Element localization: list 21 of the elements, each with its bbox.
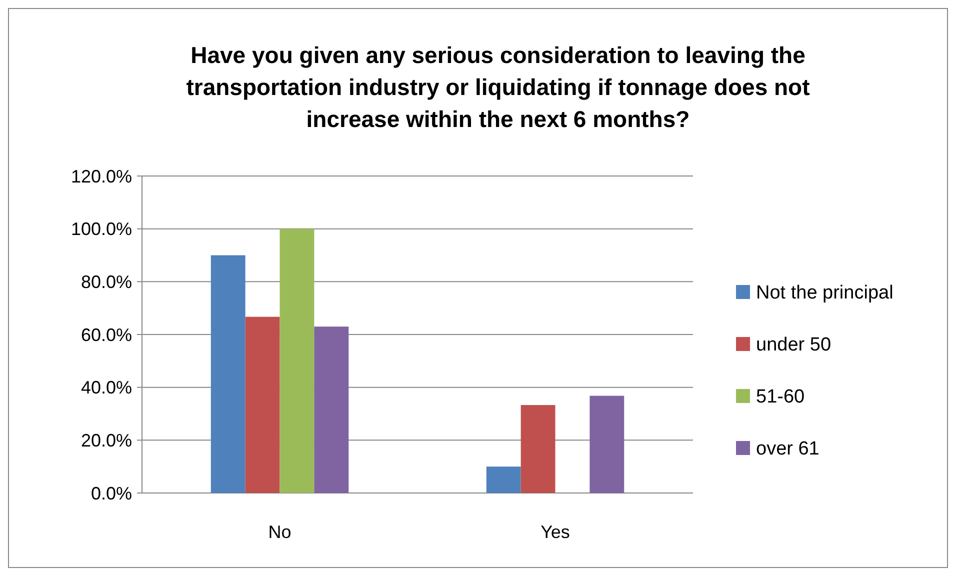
bar [314,326,349,493]
bar [520,405,556,493]
y-tick-label: 0.0% [90,483,132,504]
y-tick-label: 80.0% [80,272,132,292]
y-tick-label: 100.0% [70,219,132,240]
legend-label: 51-60 [756,386,805,408]
legend-label: over 61 [756,438,820,460]
bar [280,228,314,493]
bar [245,316,280,493]
legend-label: under 50 [756,334,832,356]
y-tick-label: 40.0% [80,378,132,398]
y-tick-label: 120.0% [70,166,132,186]
x-tick-label: No [268,522,292,542]
y-tick-label: 60.0% [80,324,132,345]
legend-label: Not the principal [756,282,894,304]
x-tick-label: Yes [540,522,570,542]
bar [210,255,246,493]
y-tick-label: 20.0% [80,430,132,450]
chart-title: Have you given any serious consideration to leaving the transportation industry or liquidating if tonnage does not increase within the next 6 months? [186,42,810,132]
bar [590,396,624,493]
bar [486,466,521,493]
